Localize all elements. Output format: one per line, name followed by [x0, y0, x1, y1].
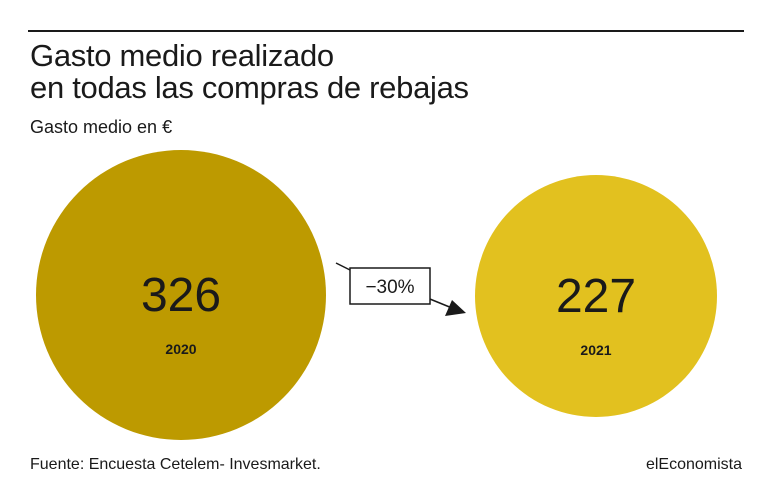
title-line-1: Gasto medio realizado [30, 38, 334, 73]
change-label: −30% [365, 277, 414, 298]
chart-subtitle: Gasto medio en € [30, 117, 173, 137]
top-rule [28, 30, 744, 32]
title-line-2: en todas las compras de rebajas [30, 70, 469, 105]
source-note: Fuente: Encuesta Cetelem- Invesmarket. [30, 456, 321, 473]
bubble-2020 [36, 150, 326, 440]
change-box [349, 267, 431, 305]
change-arrow-line [335, 262, 351, 271]
year-label-2021: 2021 [580, 342, 611, 358]
change-annotation: −30% [335, 262, 466, 316]
change-arrow-head [445, 300, 466, 316]
value-label-2021: 227 [556, 270, 636, 323]
brand-logo-text: elEconomista [645, 456, 742, 473]
bubble-2021-group: 227 2021 [475, 175, 717, 417]
value-label-2020: 326 [141, 269, 221, 322]
chart-title: Gasto medio realizado en todas las compr… [30, 40, 730, 104]
bubble-2021 [475, 175, 717, 417]
bubble-2020-group: 326 2020 [36, 150, 326, 440]
year-label-2020: 2020 [165, 341, 196, 357]
